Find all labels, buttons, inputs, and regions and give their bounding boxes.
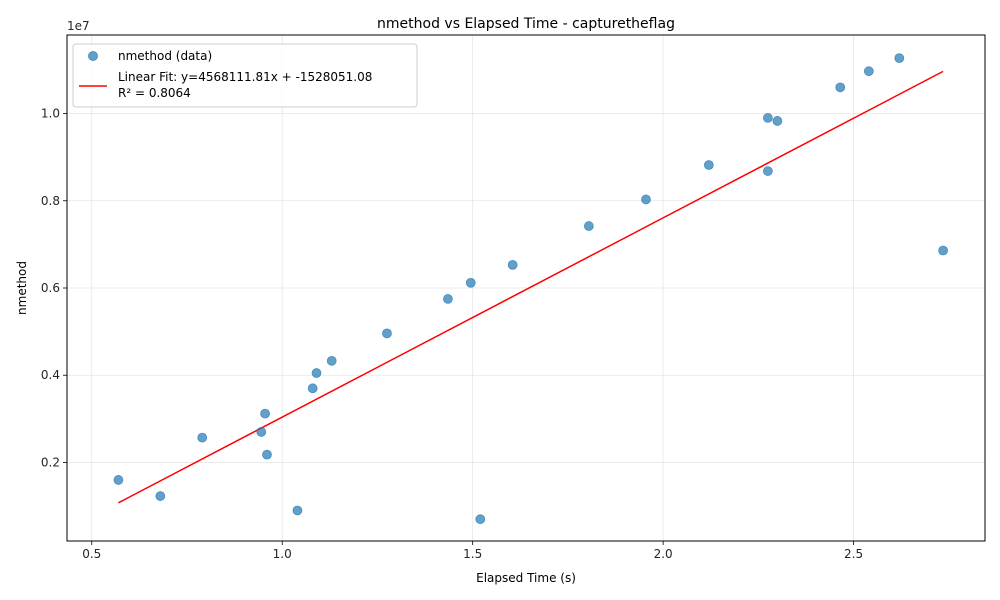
data-point bbox=[703, 160, 714, 170]
data-point bbox=[326, 355, 337, 366]
data-point bbox=[835, 82, 846, 93]
linear-fit-line bbox=[118, 70, 944, 504]
x-tick-label: 2.5 bbox=[844, 547, 863, 561]
fit-line-layer bbox=[118, 70, 944, 504]
chart-title: nmethod vs Elapsed Time - capturetheflag bbox=[377, 16, 675, 32]
legend-marker-data bbox=[88, 51, 98, 61]
y-tick-label: 0.8 bbox=[41, 194, 60, 208]
data-point bbox=[113, 475, 124, 485]
y-tick-label: 0.4 bbox=[41, 368, 60, 382]
data-point bbox=[382, 328, 392, 339]
grid-lines bbox=[67, 35, 985, 541]
data-point bbox=[155, 491, 166, 501]
data-point bbox=[311, 368, 322, 378]
x-tick-label: 1.0 bbox=[273, 547, 292, 561]
data-point bbox=[260, 408, 270, 419]
y-tick-label: 1.0 bbox=[41, 107, 60, 121]
data-point bbox=[292, 505, 303, 516]
data-point bbox=[256, 427, 267, 437]
data-point bbox=[894, 53, 905, 64]
x-tick-label: 0.5 bbox=[82, 547, 101, 561]
legend-label-fit: Linear Fit: y=4568111.81x + -1528051.08 bbox=[118, 70, 372, 84]
legend: nmethod (data) Linear Fit: y=4568111.81x… bbox=[72, 43, 418, 108]
axis-ticks: 0.5 1.0 1.5 2.0 2.5 0.2 0.4 0.6 0.8 1.0 bbox=[41, 107, 863, 561]
data-point bbox=[938, 245, 948, 256]
y-axis-offset-text: 1e7 bbox=[67, 19, 90, 33]
data-point bbox=[262, 449, 272, 460]
y-tick-label: 0.6 bbox=[41, 281, 60, 295]
data-point bbox=[197, 432, 208, 443]
data-point bbox=[772, 116, 783, 126]
x-axis-label: Elapsed Time (s) bbox=[476, 571, 576, 585]
data-point bbox=[443, 294, 453, 304]
data-point bbox=[641, 194, 651, 205]
data-point bbox=[507, 259, 518, 270]
y-axis-label: nmethod bbox=[15, 261, 29, 315]
data-point bbox=[307, 383, 318, 394]
x-tick-label: 2.0 bbox=[654, 547, 673, 561]
y-tick-label: 0.2 bbox=[41, 455, 60, 469]
legend-label-fit-r2: R² = 0.8064 bbox=[118, 86, 191, 100]
legend-box bbox=[72, 43, 418, 108]
data-point bbox=[762, 112, 773, 123]
data-point bbox=[583, 221, 594, 231]
data-point bbox=[762, 166, 773, 176]
data-point bbox=[465, 277, 476, 288]
data-point bbox=[863, 66, 874, 77]
data-points-layer bbox=[113, 53, 948, 525]
x-tick-label: 1.5 bbox=[463, 547, 482, 561]
legend-label-data: nmethod (data) bbox=[118, 49, 212, 63]
data-point bbox=[475, 514, 486, 525]
